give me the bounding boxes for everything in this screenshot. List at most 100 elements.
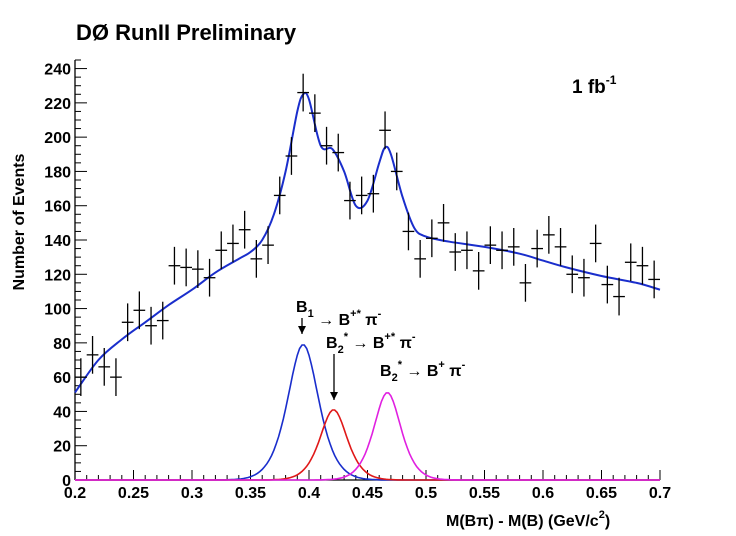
- x-axis-label-close: ): [605, 513, 610, 530]
- y-axis-label: Number of Events: [11, 153, 28, 290]
- signal-components: [75, 344, 660, 481]
- component-label-text: B2* → B+* π-: [326, 331, 416, 356]
- data-point: [320, 126, 333, 165]
- svg-text:M(Bπ) - M(B) (GeV/c2): M(Bπ) - M(B) (GeV/c2): [446, 509, 610, 530]
- data-point: [355, 176, 368, 215]
- annotation-lumi-sup: -1: [606, 73, 617, 87]
- data-point: [461, 231, 473, 270]
- data-point: [379, 111, 391, 150]
- chart-title: DØ RunII Preliminary: [76, 20, 297, 45]
- component-labels: B1 → B+* π-B2* → B+* π-B2* → B+ π-: [296, 299, 466, 400]
- data-point: [156, 301, 169, 340]
- data-point: [472, 252, 485, 290]
- component-label-part: π: [361, 312, 378, 329]
- svg-text:1 fb-1: 1 fb-1: [572, 73, 617, 98]
- component-label-part: +: [438, 359, 444, 371]
- component-label-2: B2* → B+* π-: [326, 331, 416, 400]
- component-label-part: π: [445, 363, 462, 380]
- data-point: [192, 250, 204, 288]
- data-point: [180, 248, 192, 287]
- data-point: [543, 216, 555, 254]
- y-tick-label: 160: [44, 199, 71, 216]
- component-label-part: →: [348, 335, 373, 352]
- component-label-part: +*: [350, 308, 361, 320]
- data-point: [133, 291, 146, 330]
- component-label-1: B1 → B+* π-: [296, 299, 382, 334]
- x-tick-label: 0.45: [352, 485, 383, 502]
- component-label-text: B2* → B+ π-: [380, 359, 466, 384]
- component-label-part: →: [402, 363, 427, 380]
- x-tick-label: 0.6: [532, 485, 554, 502]
- data-points: [75, 73, 660, 396]
- y-tick-label: 0: [62, 473, 71, 490]
- component-label-3: B2* → B+ π-: [380, 359, 466, 384]
- component-curve-2: [75, 409, 660, 481]
- component-label-part: +*: [384, 331, 395, 343]
- component-curve-1: [75, 344, 660, 481]
- data-point: [589, 224, 602, 263]
- data-point: [449, 233, 462, 271]
- data-point: [496, 231, 508, 270]
- y-tick-label: 140: [44, 233, 71, 250]
- x-ticks: 0.2 0.25 0.3 0.35 0.4 0.45 0.5 0.55 0.6 0.65 0.7: [64, 470, 671, 502]
- x-axis-label-sup: 2: [599, 509, 605, 521]
- data-point: [426, 219, 438, 258]
- x-tick-label: 0.2: [64, 485, 86, 502]
- data-point: [262, 226, 274, 264]
- data-point: [648, 260, 660, 299]
- annotation-lumi: 1 fb-1: [572, 73, 617, 98]
- data-point: [215, 231, 228, 270]
- component-label-part: *: [344, 331, 349, 343]
- component-curve-3: [75, 392, 660, 481]
- y-tick-label: 20: [53, 439, 71, 456]
- y-tick-label: 120: [44, 267, 71, 284]
- component-label-part: -: [462, 359, 466, 371]
- data-point: [297, 73, 309, 112]
- component-label-part: π: [395, 335, 412, 352]
- data-point: [554, 228, 567, 266]
- data-point: [519, 264, 532, 302]
- data-point: [285, 137, 298, 175]
- annotation-lumi-text: 1 fb: [572, 77, 606, 98]
- data-point: [121, 303, 134, 342]
- component-label-part: →: [314, 312, 339, 329]
- component-label-text: B1 → B+* π-: [296, 299, 382, 329]
- component-label-part: -: [412, 331, 416, 343]
- data-point: [168, 246, 181, 285]
- data-point: [636, 246, 649, 285]
- x-tick-label: 0.35: [235, 485, 266, 502]
- x-tick-label: 0.65: [586, 485, 617, 502]
- data-point: [531, 229, 543, 268]
- data-point: [601, 265, 614, 304]
- data-point: [309, 94, 321, 132]
- data-point: [273, 176, 286, 215]
- data-point: [145, 306, 157, 345]
- data-point: [484, 226, 497, 264]
- data-point: [75, 358, 87, 396]
- data-point: [86, 336, 99, 374]
- x-tick-label: 0.55: [469, 485, 500, 502]
- component-label-part: -: [378, 308, 382, 320]
- x-tick-label: 0.25: [118, 485, 149, 502]
- component-label-part: B: [339, 312, 351, 329]
- component-label-part: B: [380, 363, 392, 380]
- data-point: [250, 240, 263, 278]
- data-point: [566, 255, 579, 294]
- data-point: [390, 152, 403, 191]
- component-label-part: 2: [338, 344, 344, 356]
- x-axis-label-text: M(Bπ) - M(B) (GeV/c: [446, 513, 599, 530]
- y-tick-label: 80: [53, 336, 71, 353]
- data-point: [227, 224, 239, 263]
- component-label-part: B: [427, 363, 439, 380]
- data-point: [332, 133, 345, 172]
- x-tick-label: 0.4: [298, 485, 320, 502]
- data-point: [624, 243, 637, 282]
- data-point: [203, 258, 216, 297]
- data-point: [437, 204, 450, 242]
- component-label-part: B: [296, 299, 308, 316]
- data-point: [613, 277, 625, 316]
- x-tick-label: 0.3: [181, 485, 203, 502]
- x-axis-label: M(Bπ) - M(B) (GeV/c2): [446, 509, 610, 530]
- data-point: [110, 358, 122, 396]
